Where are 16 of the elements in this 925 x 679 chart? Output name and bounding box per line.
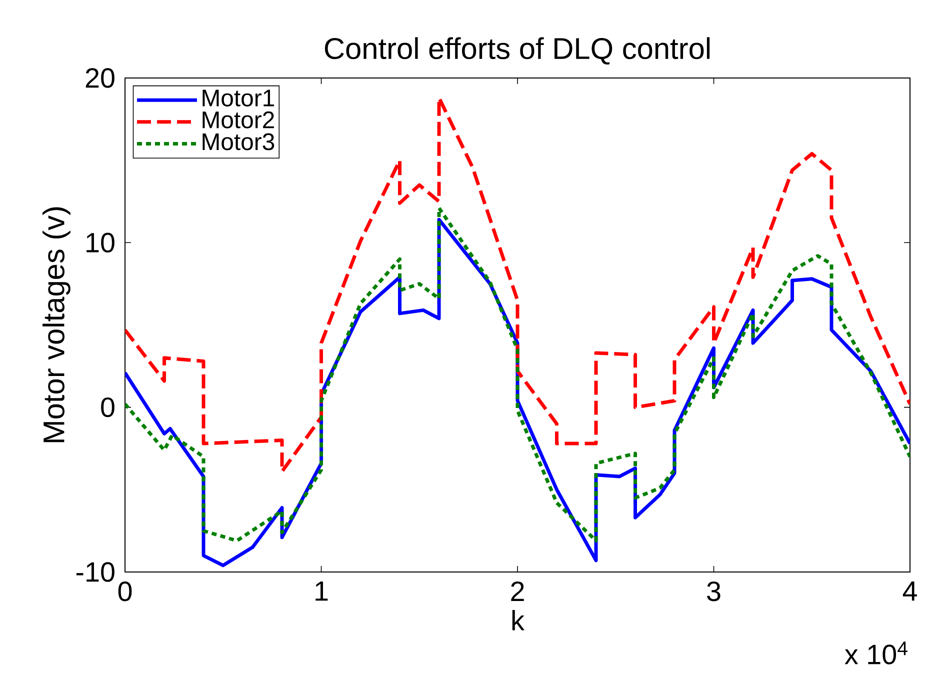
legend-label: Motor2 [202,111,274,128]
legend-label: Motor3 [202,133,274,150]
x-tick-label: 3 [707,581,720,602]
legend-label: Motor1 [202,90,274,106]
x-tick-label: 0 [118,581,132,602]
x-tick-label: 2 [511,581,524,601]
text: x 10$^{4}$ [844,642,908,664]
y-axis-title: Motor voltages (v) [42,207,70,442]
y-tick-label: -10 [76,562,114,582]
x-tick-label: 4 [902,581,917,601]
y-tick-label: 0 [101,397,114,418]
y-tick-label: 20 [86,68,114,88]
chart-title: Control efforts of DLQ control [324,37,710,65]
x-axis-title: k [512,610,525,630]
y-tick-label: 10 [86,232,114,253]
x-tick-label: 1 [316,581,328,601]
